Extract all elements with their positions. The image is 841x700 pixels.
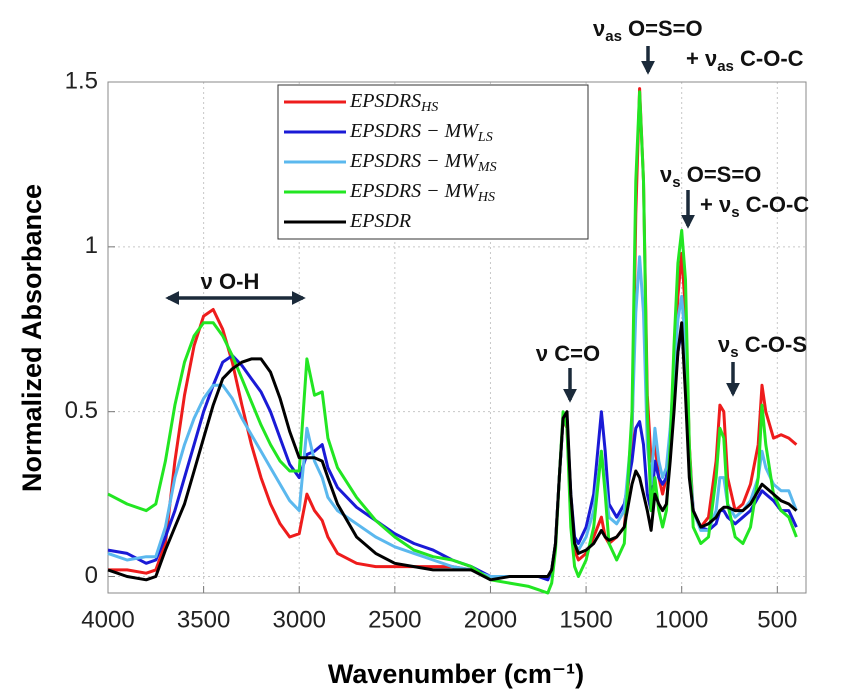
annotation-text: C-O-C xyxy=(740,192,810,217)
legend-label: EPSDRS − MWHS xyxy=(349,180,495,206)
series-line xyxy=(107,327,798,582)
annotation: ν O-H xyxy=(201,269,260,294)
x-tick-label: 4000 xyxy=(81,606,134,633)
annotation-text: ν xyxy=(660,162,672,187)
annotation: + νs C-O-C xyxy=(700,192,809,221)
x-axis-label: Wavenumber (cm⁻¹) xyxy=(328,659,584,689)
annotation-text: + ν xyxy=(686,46,717,71)
plot-frame xyxy=(107,81,807,594)
annotation: νas O=S=O xyxy=(593,16,703,45)
annotation: νs C-O-S xyxy=(718,332,807,361)
annotation-subscript: as xyxy=(605,28,622,45)
annotation-text: ν C=O xyxy=(536,341,600,366)
annotation-subscript: s xyxy=(730,344,738,361)
annotation-text: O=S=O xyxy=(681,162,762,187)
annotation-subscript: s xyxy=(731,204,739,221)
y-tick-label: 1.5 xyxy=(65,67,98,94)
series-line xyxy=(107,90,798,595)
x-tick-label: 3500 xyxy=(177,606,230,633)
annotation: ν C=O xyxy=(536,341,600,366)
annotation: + νas C-O-C xyxy=(686,46,804,75)
legend-name: EPSDRS − MW xyxy=(349,120,480,142)
legend-name: EPSDRS xyxy=(349,90,421,112)
annotation-text: ν O-H xyxy=(201,269,260,294)
legend-label: EPSDR xyxy=(349,210,411,232)
series-line xyxy=(107,321,798,582)
annotation: νs O=S=O xyxy=(660,162,761,191)
legend-subscript: LS xyxy=(477,130,493,145)
x-tick-label: 1500 xyxy=(559,606,612,633)
annotation-subscript: s xyxy=(672,174,680,191)
annotation-subscript: as xyxy=(717,58,734,75)
legend-label: EPSDRS − MWLS xyxy=(349,120,493,146)
legend-subscript: HS xyxy=(477,190,495,205)
legend-subscript: HS xyxy=(420,100,438,115)
y-axis-label: Normalized Absorbance xyxy=(17,184,47,492)
legend-name: EPSDR xyxy=(349,210,411,232)
annotation-text: ν xyxy=(593,16,605,41)
x-tick-label: 2000 xyxy=(464,606,517,633)
x-tick-label: 3000 xyxy=(273,606,326,633)
annotation-text: + ν xyxy=(700,192,731,217)
y-tick-label: 1 xyxy=(85,232,98,259)
y-tick-label: 0 xyxy=(85,562,98,589)
legend-name: EPSDRS − MW xyxy=(349,150,480,172)
x-tick-label: 2500 xyxy=(368,606,421,633)
legend-label: EPSDRSHS xyxy=(349,90,438,116)
annotation-text: C-O-C xyxy=(734,46,804,71)
annotation-text: O=S=O xyxy=(622,16,703,41)
x-tick-label: 1000 xyxy=(655,606,708,633)
legend-subscript: MS xyxy=(477,160,497,175)
y-tick-label: 0.5 xyxy=(65,397,98,424)
legend-name: EPSDRS − MW xyxy=(349,180,480,202)
x-tick-label: 500 xyxy=(757,606,797,633)
annotation-text: ν xyxy=(718,332,730,357)
annotation-text: C-O-S xyxy=(739,332,807,357)
legend-label: EPSDRS − MWMS xyxy=(349,150,497,176)
